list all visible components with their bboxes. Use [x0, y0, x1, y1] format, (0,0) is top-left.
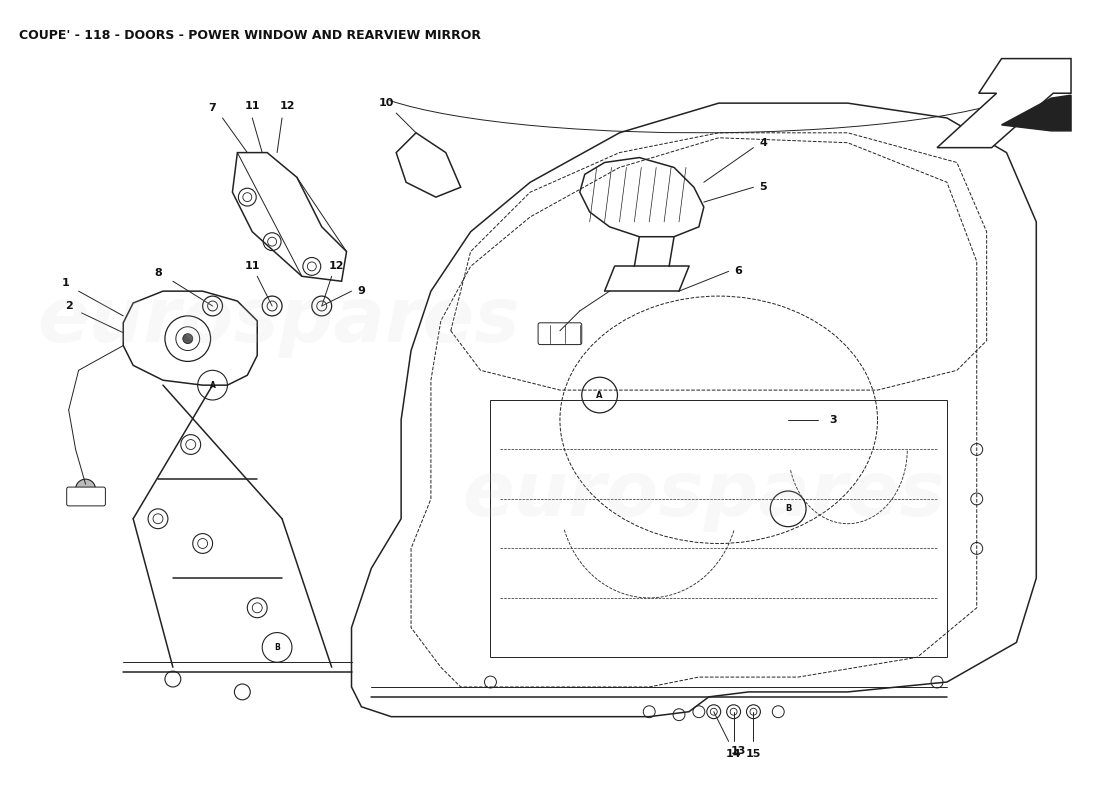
Text: 1: 1: [62, 278, 69, 288]
Text: 6: 6: [735, 266, 743, 276]
FancyBboxPatch shape: [67, 487, 106, 506]
Circle shape: [183, 334, 192, 343]
Text: 12: 12: [329, 262, 344, 271]
Text: 8: 8: [154, 268, 162, 278]
Text: 9: 9: [358, 286, 365, 296]
Text: 5: 5: [760, 182, 767, 192]
Text: eurospares: eurospares: [463, 458, 945, 532]
Text: 11: 11: [244, 101, 260, 111]
Text: A: A: [210, 381, 216, 390]
Text: 14: 14: [726, 750, 741, 759]
Text: 10: 10: [378, 98, 394, 108]
Text: eurospares: eurospares: [37, 284, 519, 358]
Text: 4: 4: [759, 138, 768, 148]
Text: 12: 12: [279, 101, 295, 111]
Text: 13: 13: [730, 746, 746, 756]
Text: COUPE' - 118 - DOORS - POWER WINDOW AND REARVIEW MIRROR: COUPE' - 118 - DOORS - POWER WINDOW AND …: [19, 29, 481, 42]
Polygon shape: [937, 58, 1071, 148]
Text: A: A: [596, 390, 603, 399]
Text: 15: 15: [746, 750, 761, 759]
Text: 11: 11: [244, 262, 260, 271]
Text: 2: 2: [65, 301, 73, 311]
Text: 3: 3: [829, 414, 837, 425]
Polygon shape: [1002, 95, 1071, 131]
Text: 7: 7: [209, 103, 217, 113]
Circle shape: [76, 479, 96, 499]
FancyBboxPatch shape: [538, 323, 582, 345]
Text: B: B: [785, 504, 791, 514]
Text: B: B: [274, 643, 280, 652]
